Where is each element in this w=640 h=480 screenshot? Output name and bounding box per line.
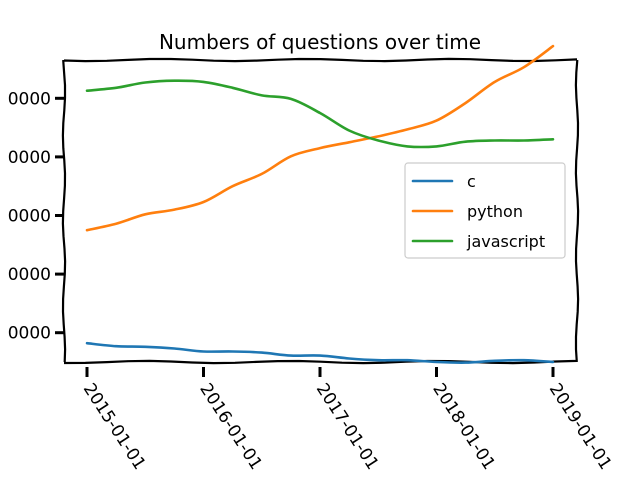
series-line-python	[85, 44, 555, 232]
x-tick-label: 2015-01-01	[79, 380, 150, 474]
x-tick-label: 2016-01-01	[195, 380, 266, 474]
chart-title: Numbers of questions over time	[159, 30, 481, 54]
y-axis: 0000 0000 0000 0000 0000	[8, 89, 64, 344]
legend-label-javascript: javascript	[466, 232, 545, 251]
legend-box	[404, 162, 566, 259]
x-axis: 2015-01-01 2016-01-01 2017-01-01 2018-01-01…	[79, 367, 616, 474]
y-tick-label: 0000	[8, 265, 51, 285]
y-tick-label: 0000	[8, 148, 51, 168]
x-tick-label: 2018-01-01	[428, 380, 499, 474]
y-tick-label: 0000	[8, 324, 51, 344]
x-tick-label: 2017-01-01	[312, 380, 383, 474]
series-line-javascript	[85, 79, 555, 149]
y-tick-label: 0000	[8, 89, 51, 109]
y-tick-label: 0000	[8, 207, 51, 227]
series-line-c	[85, 341, 555, 364]
legend-label-c: c	[467, 172, 476, 191]
x-tick-label: 2019-01-01	[545, 380, 616, 474]
series-lines	[85, 44, 555, 364]
legend: c python javascript	[404, 162, 566, 259]
legend-label-python: python	[467, 202, 523, 221]
plot-frame	[61, 57, 580, 365]
